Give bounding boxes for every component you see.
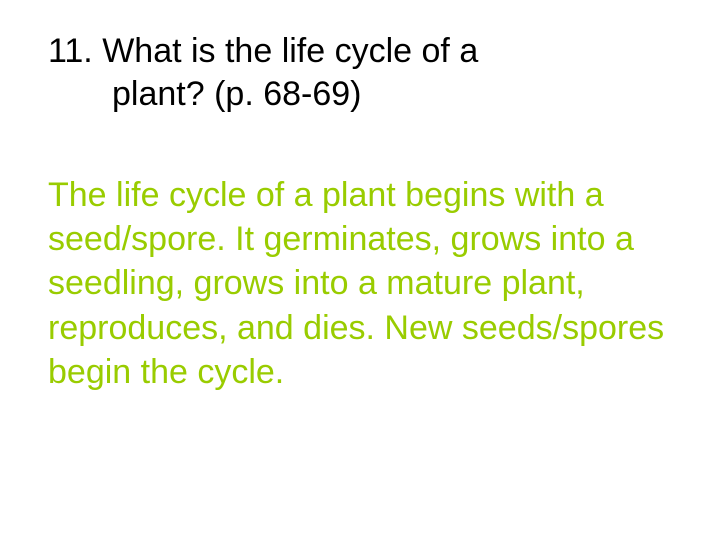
question-block: 11. What is the life cycle of a plant? (… [48,30,672,115]
answer-text: The life cycle of a plant begins with a … [48,173,672,394]
slide-container: 11. What is the life cycle of a plant? (… [0,0,720,540]
question-line-1: 11. What is the life cycle of a [48,30,672,73]
question-line-2: plant? (p. 68-69) [48,73,672,116]
